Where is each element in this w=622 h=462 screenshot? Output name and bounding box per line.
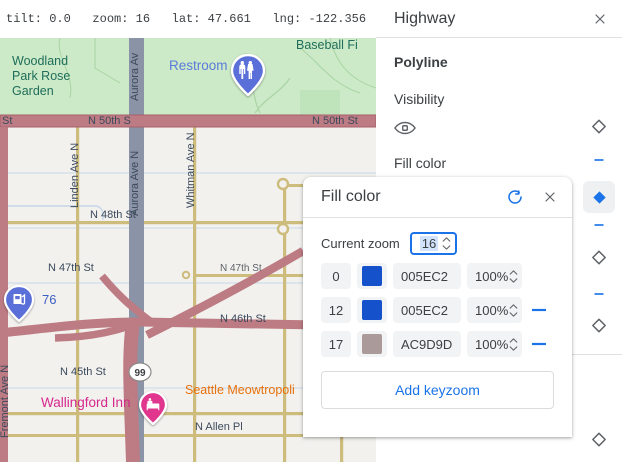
svg-text:Aurora Av: Aurora Av (129, 52, 141, 101)
svg-text:N 50th St: N 50th St (312, 115, 358, 127)
svg-text:Linden Ave N: Linden Ave N (69, 143, 81, 208)
svg-text:Garden: Garden (12, 84, 54, 98)
svg-text:Park Rose: Park Rose (12, 69, 70, 83)
svg-text:76: 76 (42, 292, 56, 307)
svg-text:Woodland: Woodland (12, 54, 68, 68)
svg-text:Seattle Meowtropoli: Seattle Meowtropoli (185, 383, 295, 397)
svg-text:N Allen Pl: N Allen Pl (195, 421, 243, 433)
svg-text:N 48th St: N 48th St (90, 209, 136, 221)
svg-text:Restroom: Restroom (169, 58, 228, 73)
svg-text:N 47th St: N 47th St (220, 263, 262, 274)
svg-text:Whitman Ave N: Whitman Ave N (185, 132, 197, 208)
svg-text:Wallingford Inn: Wallingford Inn (41, 395, 131, 410)
svg-text:N 46th St: N 46th St (220, 313, 266, 325)
svg-text:Fremont Ave N: Fremont Ave N (0, 365, 11, 438)
svg-text:N 47th St: N 47th St (48, 262, 94, 274)
svg-text:N 45th St: N 45th St (60, 366, 106, 378)
svg-text:N 50th S: N 50th S (88, 115, 131, 127)
svg-text:Aurora Ave N: Aurora Ave N (129, 151, 141, 216)
svg-text:99: 99 (134, 368, 146, 379)
svg-text:St: St (2, 115, 12, 127)
svg-text:Baseball Fi: Baseball Fi (296, 38, 358, 52)
